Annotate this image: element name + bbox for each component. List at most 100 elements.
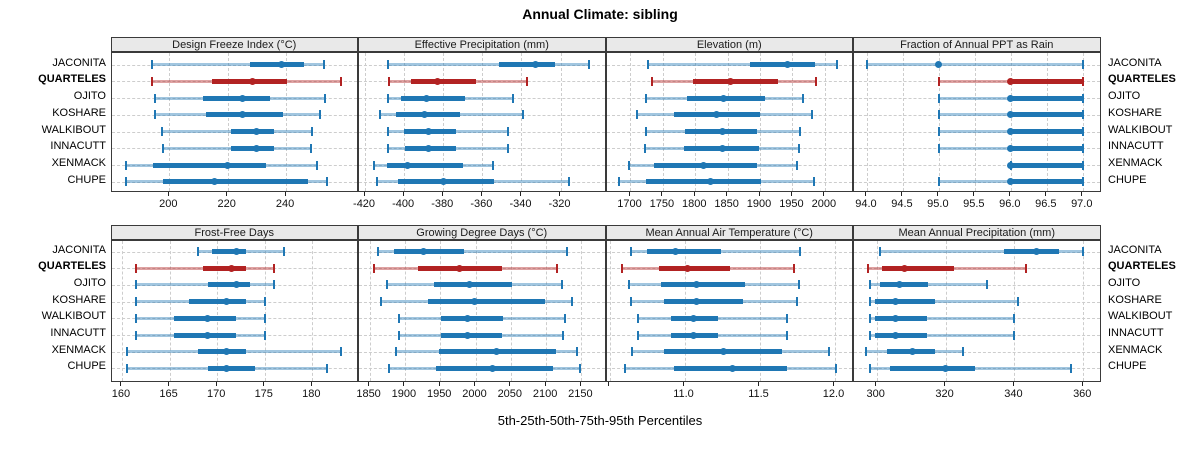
whisker-cap-95th bbox=[1081, 110, 1084, 120]
axis-tick bbox=[226, 192, 228, 196]
whisker-cap-5th bbox=[865, 347, 868, 357]
panel-title: Growing Degree Days (°C) bbox=[416, 227, 548, 239]
whisker-cap-5th bbox=[162, 143, 165, 153]
whisker-cap-5th bbox=[150, 60, 153, 69]
whisker-cap-5th bbox=[372, 160, 375, 170]
dot-median bbox=[455, 264, 463, 272]
gridline-vertical bbox=[264, 241, 266, 381]
site-label-left-jaconita: JACONITA bbox=[52, 243, 106, 256]
whisker-cap-5th bbox=[150, 76, 153, 86]
whisker-cap-95th bbox=[273, 280, 276, 290]
axis-tick-label: 165 bbox=[159, 388, 178, 400]
axis-tick-label: -400 bbox=[392, 198, 415, 210]
panel-plot-design-freeze-index-c bbox=[110, 52, 358, 192]
whisker-cap-95th bbox=[1016, 297, 1019, 307]
gridline-vertical bbox=[121, 241, 123, 381]
gridline-vertical bbox=[1010, 53, 1012, 191]
axis-tick-label: 240 bbox=[275, 198, 295, 210]
whisker-cap-5th bbox=[650, 76, 653, 86]
row-guide bbox=[359, 131, 605, 133]
axis-tick bbox=[1045, 192, 1047, 196]
axis-tick-label: 94.0 bbox=[855, 198, 877, 210]
whisker-cap-95th bbox=[785, 313, 788, 323]
dot-median bbox=[892, 298, 900, 306]
row-guide bbox=[854, 98, 1100, 99]
whisker-cap-95th bbox=[795, 160, 798, 170]
dot-median bbox=[232, 248, 240, 255]
whisker-cap-95th bbox=[793, 263, 795, 273]
whisker-cap-5th bbox=[153, 110, 156, 120]
row-guide bbox=[606, 64, 852, 66]
whisker-cap-95th bbox=[813, 177, 816, 187]
whisker-cap-95th bbox=[1013, 330, 1016, 340]
whisker-cap-95th bbox=[579, 363, 582, 373]
whisker-cap-5th bbox=[865, 60, 868, 69]
gridline-vertical bbox=[581, 241, 583, 381]
gridline-vertical bbox=[759, 241, 761, 381]
site-label-left-jaconita: JACONITA bbox=[52, 56, 106, 69]
whisker-cap-5th bbox=[937, 127, 940, 136]
panel-title: Frost-Free Days bbox=[194, 227, 274, 239]
dot-median bbox=[1007, 111, 1015, 119]
gridline-vertical bbox=[902, 53, 904, 191]
whisker-cap-95th bbox=[562, 330, 565, 340]
site-label-right-koshare: KOSHARE bbox=[1108, 293, 1162, 306]
dot-median bbox=[783, 61, 791, 68]
bar-25-75 bbox=[646, 179, 761, 185]
whisker-cap-5th bbox=[386, 60, 389, 69]
axis-tick-label: 1850 bbox=[714, 198, 739, 210]
site-label-right-ojito: OJITO bbox=[1108, 276, 1141, 289]
whisker-cap-95th bbox=[797, 280, 800, 290]
whisker-cap-95th bbox=[797, 143, 800, 153]
whisker-cap-95th bbox=[1081, 60, 1084, 69]
panel-plot-frost-free-days bbox=[110, 240, 358, 382]
whisker-cap-95th bbox=[522, 110, 525, 120]
whisker-cap-95th bbox=[799, 127, 802, 136]
panel-plot-elevation-m bbox=[605, 52, 853, 192]
whisker-cap-95th bbox=[324, 93, 327, 103]
whisker-cap-5th bbox=[160, 127, 163, 136]
axis-tick bbox=[263, 382, 265, 386]
axis-tick bbox=[1081, 382, 1083, 386]
whisker-cap-5th bbox=[868, 297, 871, 307]
dot-median bbox=[463, 314, 471, 322]
dot-median bbox=[718, 128, 726, 135]
panel-plot-effective-precipitation-mm bbox=[358, 52, 606, 192]
site-label-left-innacutt: INNACUTT bbox=[50, 140, 106, 153]
dot-median bbox=[425, 144, 433, 152]
bar-25-75 bbox=[1010, 179, 1083, 185]
whisker-cap-5th bbox=[937, 76, 940, 86]
gridline-vertical bbox=[727, 53, 729, 191]
bar-25-75 bbox=[1010, 95, 1083, 101]
whisker-cap-5th bbox=[618, 177, 621, 187]
dot-median bbox=[684, 264, 691, 272]
gridline-vertical bbox=[510, 241, 512, 381]
bar-25-75 bbox=[153, 162, 266, 168]
site-label-right-ojito: OJITO bbox=[1108, 90, 1141, 102]
axis-tick bbox=[683, 382, 684, 386]
dot-median bbox=[531, 61, 539, 68]
whisker-cap-95th bbox=[564, 313, 567, 323]
dot-median bbox=[672, 248, 679, 255]
panel-title: Elevation (m) bbox=[696, 39, 762, 51]
gridline-vertical bbox=[365, 53, 367, 191]
dot-median bbox=[227, 264, 235, 272]
dot-median bbox=[488, 364, 496, 372]
range-5-95 bbox=[378, 250, 567, 253]
range-5-95 bbox=[136, 283, 275, 287]
bar-25-75 bbox=[749, 62, 816, 67]
row-guide bbox=[854, 284, 1100, 286]
whisker-cap-95th bbox=[814, 76, 817, 86]
axis-tick bbox=[901, 192, 903, 196]
whisker-cap-5th bbox=[125, 347, 128, 357]
whisker-cap-5th bbox=[631, 347, 633, 357]
whisker-cap-95th bbox=[309, 143, 312, 153]
gridline-vertical bbox=[824, 53, 826, 191]
panel-title: Fraction of Annual PPT as Rain bbox=[900, 39, 1054, 51]
whisker-cap-5th bbox=[386, 127, 389, 136]
range-5-95 bbox=[387, 63, 589, 66]
axis-tick bbox=[474, 382, 475, 386]
row-guide bbox=[854, 368, 1100, 370]
bar-25-75 bbox=[660, 282, 745, 288]
whisker-cap-95th bbox=[556, 263, 559, 273]
